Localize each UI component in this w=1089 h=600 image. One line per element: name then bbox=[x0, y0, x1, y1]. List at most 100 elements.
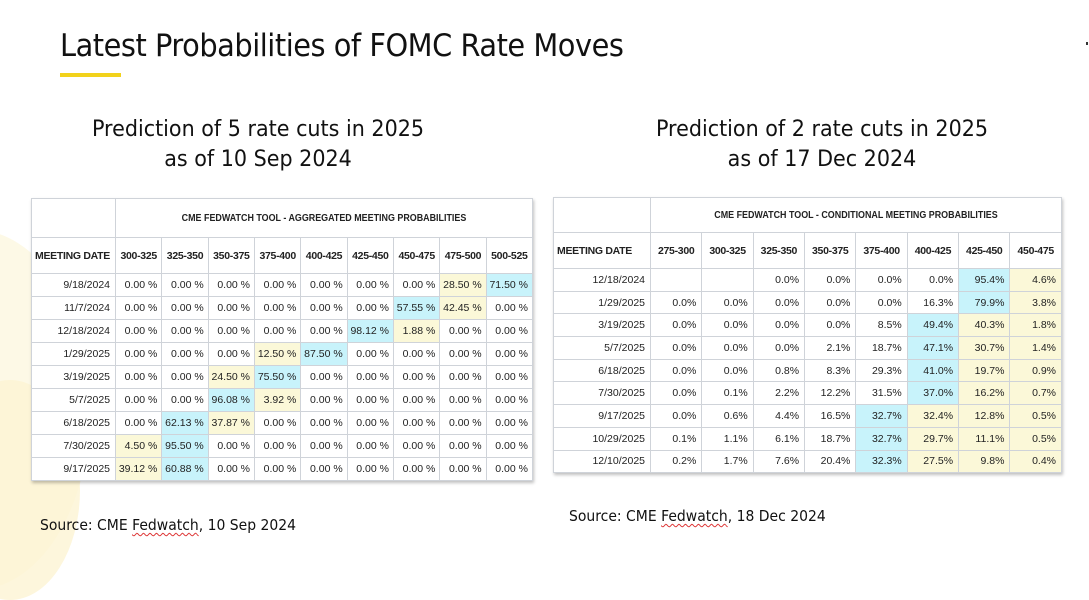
probability-cell: 32.7% bbox=[855, 426, 908, 451]
probability-cell: 0.00 % bbox=[161, 296, 209, 320]
probability-cell: 95.50 % bbox=[161, 434, 209, 458]
probability-cell: 0.00 % bbox=[485, 319, 534, 343]
probability-cell: 0.0% bbox=[701, 290, 754, 315]
probability-cell: 0.00 % bbox=[254, 296, 302, 320]
column-header-rate-range: 500-525 bbox=[485, 237, 534, 274]
probability-cell: 0.00 % bbox=[485, 434, 534, 458]
probability-cell: 0.0% bbox=[752, 268, 806, 292]
probability-cell: 0.1% bbox=[650, 426, 703, 451]
probability-cell: 4.6% bbox=[1009, 268, 1062, 292]
aggregated-probabilities-table: CME FEDWATCH TOOL - AGGREGATED MEETING P… bbox=[30, 198, 534, 481]
probability-cell: 0.00 % bbox=[300, 411, 348, 435]
meeting-date-cell: 1/29/2025 bbox=[30, 342, 117, 366]
right-source-note: Source: CME Fedwatch, 18 Dec 2024 bbox=[569, 507, 826, 525]
source-date: , 10 Sep 2024 bbox=[198, 516, 297, 534]
probability-cell: 0.0% bbox=[650, 313, 703, 338]
probability-cell: 47.1% bbox=[906, 336, 960, 360]
probability-cell: 0.00 % bbox=[346, 296, 395, 320]
probability-cell: 27.5% bbox=[906, 449, 960, 474]
meeting-date-cell: 12/18/2024 bbox=[552, 268, 652, 292]
probability-cell: 0.00 % bbox=[300, 365, 348, 389]
probability-cell: 57.55 % bbox=[392, 296, 441, 320]
column-header-rate-range: 425-450 bbox=[346, 237, 395, 274]
probability-cell: 42.45 % bbox=[439, 296, 487, 320]
right-subtitle-line1: Prediction of 2 rate cuts in 2025 bbox=[655, 117, 989, 142]
meeting-date-cell: 7/30/2025 bbox=[30, 434, 117, 458]
probability-cell: 16.5% bbox=[804, 404, 857, 428]
probability-cell: 0.0% bbox=[752, 290, 806, 315]
probability-cell: 0.9% bbox=[1009, 358, 1062, 383]
probability-cell: 0.0% bbox=[650, 336, 703, 360]
probability-cell: 0.7% bbox=[1009, 381, 1062, 406]
probability-cell: 0.00 % bbox=[300, 319, 348, 343]
probability-cell: 12.2% bbox=[804, 381, 857, 406]
probability-cell: 87.50 % bbox=[300, 342, 348, 366]
probability-cell: 0.5% bbox=[1009, 404, 1062, 428]
probability-cell: 30.7% bbox=[958, 336, 1011, 360]
probability-cell: 0.00 % bbox=[207, 342, 256, 366]
probability-cell: 0.5% bbox=[1009, 426, 1062, 451]
probability-cell: 0.00 % bbox=[392, 273, 441, 297]
probability-cell: 0.0% bbox=[855, 268, 908, 292]
probability-cell: 1.88 % bbox=[392, 319, 441, 343]
meeting-date-cell: 12/18/2024 bbox=[30, 319, 117, 343]
probability-cell: 49.4% bbox=[906, 313, 960, 338]
probability-cell: 0.00 % bbox=[346, 411, 395, 435]
meeting-date-cell: 9/17/2025 bbox=[552, 404, 652, 428]
source-name: Fedwatch bbox=[132, 516, 199, 534]
probability-cell: 0.00 % bbox=[300, 388, 348, 412]
meeting-date-cell: 12/10/2025 bbox=[552, 449, 652, 474]
left-subtitle-line2: as of 10 Sep 2024 bbox=[164, 147, 352, 172]
probability-cell: 0.00 % bbox=[485, 388, 534, 412]
column-header-rate-range: 300-325 bbox=[115, 237, 163, 274]
column-header-meeting-date: MEETING DATE bbox=[552, 232, 652, 269]
column-header-rate-range: 300-325 bbox=[701, 232, 754, 269]
probability-cell: 0.00 % bbox=[161, 319, 209, 343]
probability-cell: 0.00 % bbox=[392, 434, 441, 458]
column-header-rate-range: 400-425 bbox=[906, 232, 960, 269]
column-header-meeting-date: MEETING DATE bbox=[30, 237, 117, 274]
probability-cell: 1.4% bbox=[1009, 336, 1062, 360]
probability-cell: 0.00 % bbox=[392, 411, 441, 435]
column-header-rate-range: 350-375 bbox=[804, 232, 857, 269]
left-subtitle: Prediction of 5 rate cuts in 2025 as of … bbox=[53, 115, 463, 175]
probability-cell: 0.0% bbox=[701, 336, 754, 360]
probability-cell: 0.00 % bbox=[115, 273, 163, 297]
probability-cell: 19.7% bbox=[958, 358, 1011, 383]
column-header-rate-range: 325-350 bbox=[161, 237, 209, 274]
table-row: 6/18/2025 0.0% 0.0% 0.8% 8.3% 29.3% 41.0% 19.7%… bbox=[552, 358, 1062, 383]
probability-cell: 32.7% bbox=[855, 404, 908, 428]
table-header-row: MEETING DATE 275-300 300-325 325-350 350-375… bbox=[552, 232, 1062, 269]
probability-cell: 40.3% bbox=[958, 313, 1011, 338]
meeting-date-cell: 7/30/2025 bbox=[552, 381, 652, 406]
probability-cell: 16.3% bbox=[906, 290, 960, 315]
probability-cell: 0.0% bbox=[650, 404, 703, 428]
probability-cell: 0.00 % bbox=[392, 342, 441, 366]
probability-cell: 0.00 % bbox=[254, 319, 302, 343]
probability-cell: 12.50 % bbox=[254, 342, 302, 366]
probability-cell: 0.0% bbox=[650, 358, 703, 383]
probability-cell: 0.00 % bbox=[485, 457, 534, 481]
table-row: 9/17/2025 0.0% 0.6% 4.4% 16.5% 32.7% 32.4% 12.8… bbox=[552, 404, 1062, 428]
probability-cell: 0.00 % bbox=[161, 388, 209, 412]
table-header-row: MEETING DATE 300-325 325-350 350-375 375-400… bbox=[30, 237, 534, 274]
probability-cell: 0.6% bbox=[701, 404, 754, 428]
probability-cell: 24.50 % bbox=[207, 365, 256, 389]
probability-cell: 0.00 % bbox=[161, 342, 209, 366]
column-header-rate-range: 375-400 bbox=[254, 237, 302, 274]
source-date: , 18 Dec 2024 bbox=[727, 507, 826, 525]
probability-cell: 41.0% bbox=[906, 358, 960, 383]
meeting-date-cell: 1/29/2025 bbox=[552, 290, 652, 315]
table-row: 6/18/2025 0.00 % 62.13 % 37.87 % 0.00 % 0.00 … bbox=[30, 411, 534, 435]
probability-cell: 0.00 % bbox=[115, 365, 163, 389]
probability-cell: 0.00 % bbox=[115, 342, 163, 366]
meeting-date-cell: 6/18/2025 bbox=[552, 358, 652, 383]
probability-cell: 0.0% bbox=[752, 336, 806, 360]
table-row: 10/29/2025 0.1% 1.1% 6.1% 18.7% 32.7% 29.7% 11.… bbox=[552, 426, 1062, 451]
probability-cell: 32.4% bbox=[906, 404, 960, 428]
probability-cell: 0.00 % bbox=[161, 365, 209, 389]
probability-cell: 0.00 % bbox=[392, 388, 441, 412]
probability-cell: 2.2% bbox=[752, 381, 806, 406]
probability-cell: 1.1% bbox=[701, 426, 754, 451]
probability-cell: 1.7% bbox=[701, 449, 754, 474]
